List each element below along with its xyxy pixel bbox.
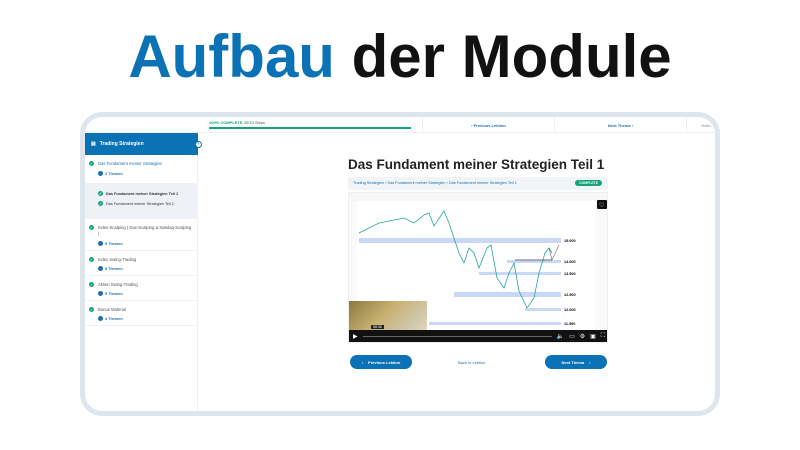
lesson-item[interactable]: ✓ Das Fundament meiner Strategien Teil 1 [98, 191, 179, 196]
status-badge: COMPLETE [575, 180, 602, 186]
play-icon[interactable]: ▶ [353, 334, 358, 340]
heart-icon: ♡ [599, 202, 604, 209]
collapse-sidebar-button[interactable]: ‹ [195, 141, 202, 148]
captions-icon[interactable]: ▭ [569, 334, 575, 340]
chart-screenshot: 15.000 14.000 13.500 12.500 12.000 11.50… [349, 193, 607, 330]
lesson-list: ✓ Das Fundament meiner Strategien Teil 1 … [85, 183, 198, 219]
level-label: 12.500 [564, 293, 576, 297]
next-thema-button[interactable]: Next Thema › [545, 355, 607, 369]
module-item[interactable]: ✓ Aktien Swing-Trading 5 Themen [85, 276, 198, 301]
page-heading: Aufbau der Module [128, 23, 672, 90]
sidebar-header: ▤ Trading Strategien ‹ [85, 133, 202, 155]
module-item[interactable]: ✓ Index-Scalping ( Dax-Scalping & Nasdaq-… [85, 219, 198, 251]
previous-lektion-link[interactable]: ‹ Previous Lektion [422, 117, 554, 133]
top-bar: 100% COMPLETE 33/33 Steps ‹ Previous Lek… [85, 117, 715, 133]
user-greeting[interactable]: Hello, [686, 117, 715, 133]
check-icon: ✓ [89, 257, 94, 262]
lesson-item[interactable]: ✓ Das Fundament meiner Strategien Teil 2 [98, 201, 174, 206]
check-icon: ✓ [89, 161, 94, 166]
module-item[interactable]: ✓ Bonus Material 4 Themen [85, 301, 198, 326]
topics-icon [98, 171, 103, 176]
volume-icon[interactable]: 🔈 [556, 334, 565, 340]
breadcrumb: Trading Strategien › Das Fundament meine… [348, 177, 608, 190]
check-icon: ✓ [89, 307, 94, 312]
module-item[interactable]: ✓ Das Fundament meiner Strategien 2 Them… [89, 161, 163, 176]
video-player[interactable]: 15.000 14.000 13.500 12.500 12.000 11.50… [348, 192, 608, 343]
progress-text: 100% COMPLETE 33/33 Steps [209, 120, 266, 125]
next-thema-link[interactable]: Next Thema › [554, 117, 686, 133]
check-icon: ✓ [89, 225, 94, 230]
topics-icon [98, 266, 103, 271]
app-window: 100% COMPLETE 33/33 Steps ‹ Previous Lek… [80, 112, 720, 416]
level-label: 15.000 [564, 239, 576, 243]
timecode: 58:36 [371, 325, 384, 329]
level-label: 11.500 [564, 322, 575, 326]
level-label: 14.000 [564, 260, 576, 264]
check-icon: ✓ [89, 282, 94, 287]
progress-bar [209, 127, 411, 129]
sidebar: ▤ Trading Strategien ‹ ✓ Das Fundament me… [85, 133, 202, 411]
topics-icon [98, 316, 103, 321]
seek-bar[interactable] [362, 335, 552, 338]
video-controls: ▶ 🔈 ▭ ⚙ ▣ ⛶ [349, 330, 607, 342]
course-icon: ▤ [91, 141, 96, 147]
settings-icon[interactable]: ⚙ [579, 334, 586, 340]
check-icon: ✓ [98, 201, 103, 206]
fullscreen-icon[interactable]: ⛶ [600, 333, 605, 339]
topics-icon [98, 241, 103, 246]
previous-lektion-button[interactable]: ‹ Previous Lektion [350, 355, 412, 369]
level-label: 13.500 [564, 272, 576, 276]
back-to-lektion-link[interactable]: Back to Lektion [458, 360, 486, 365]
pip-icon[interactable]: ▣ [590, 334, 596, 340]
level-label: 12.000 [564, 308, 576, 312]
topics-icon [98, 291, 103, 296]
lesson-title: Das Fundament meiner Strategien Teil 1 [348, 157, 605, 172]
module-item[interactable]: ✓ Index Swing-Trading 8 Themen [85, 251, 198, 276]
check-icon: ✓ [98, 191, 103, 196]
